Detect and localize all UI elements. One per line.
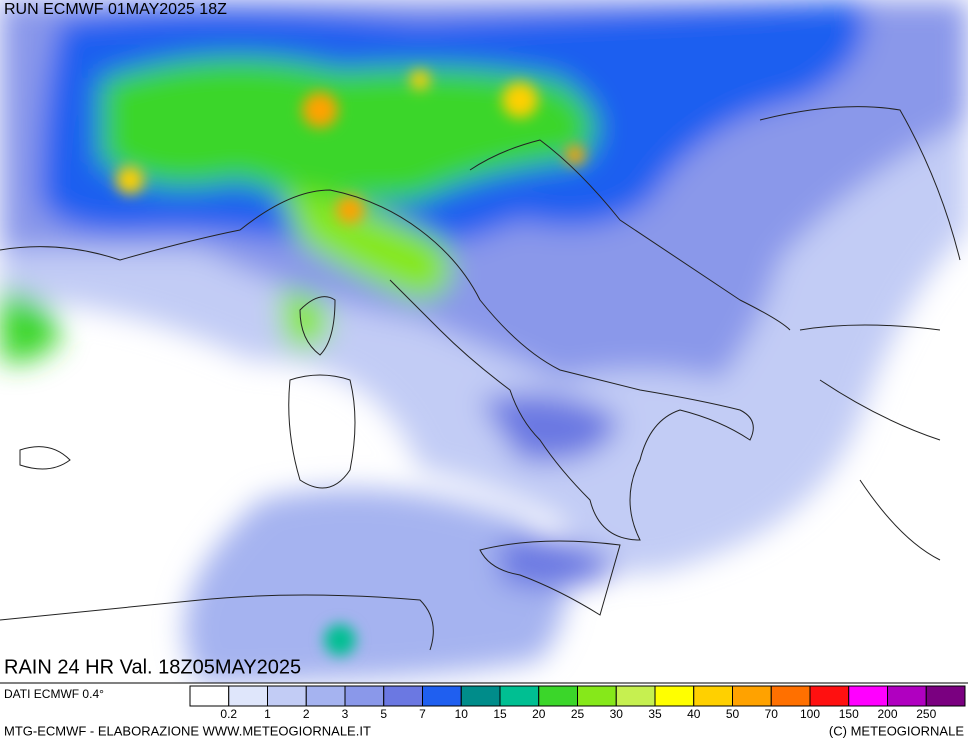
legend-swatch [732, 685, 772, 707]
legend-swatch [422, 685, 462, 707]
legend-label: 50 [726, 707, 740, 721]
legend-label: 3 [342, 707, 349, 721]
legend-swatch [770, 685, 811, 707]
legend-swatch [693, 685, 733, 707]
legend-swatch [538, 685, 578, 707]
legend-label: 250 [916, 707, 936, 721]
data-source: DATI ECMWF 0.4° [4, 687, 104, 701]
legend-swatch [654, 685, 695, 707]
legend-label: 200 [877, 707, 897, 721]
coastlines [0, 106, 961, 651]
legend-label: 40 [687, 707, 701, 721]
legend-label: 5 [380, 707, 387, 721]
legend-swatch [615, 685, 656, 707]
legend-swatch [460, 685, 501, 707]
legend-label: 15 [493, 707, 507, 721]
footer-left: MTG-ECMWF - ELABORAZIONE WWW.METEOGIORNA… [4, 723, 371, 738]
legend-label: 1 [264, 707, 271, 721]
legend-label: 35 [648, 707, 662, 721]
legend-label: 30 [610, 707, 624, 721]
legend-swatch [305, 685, 346, 707]
legend-label: 2 [303, 707, 310, 721]
legend-swatch [383, 685, 423, 707]
legend-swatch [499, 685, 540, 707]
legend-label: 100 [800, 707, 820, 721]
map-title: RAIN 24 HR Val. 18Z05MAY2025 [4, 656, 301, 678]
legend-label: 7 [419, 707, 426, 721]
legend-swatch [267, 685, 307, 707]
legend-label: 0.2 [220, 707, 237, 721]
legend-label: 150 [839, 707, 859, 721]
legend-swatch [925, 685, 966, 707]
legend-label: 25 [571, 707, 585, 721]
legend-swatch [344, 685, 385, 707]
legend-swatch [577, 685, 617, 707]
legend-swatch [189, 685, 230, 707]
legend-label: 10 [455, 707, 469, 721]
legend-label: 20 [532, 707, 546, 721]
legend-swatch [228, 685, 268, 707]
footer-right: (C) METEOGIORNALE [829, 723, 964, 738]
legend-label: 70 [765, 707, 779, 721]
legend-swatch [809, 685, 850, 707]
precip-field [0, 0, 968, 683]
legend-swatch [887, 685, 927, 707]
legend-swatch [848, 685, 888, 707]
run-label: RUN ECMWF 01MAY2025 18Z [4, 1, 227, 18]
color-legend: 0.2 1 2 3 5 7 10 15 20 25 30 35 40 50 70 100 150 200 250 [189, 685, 966, 721]
